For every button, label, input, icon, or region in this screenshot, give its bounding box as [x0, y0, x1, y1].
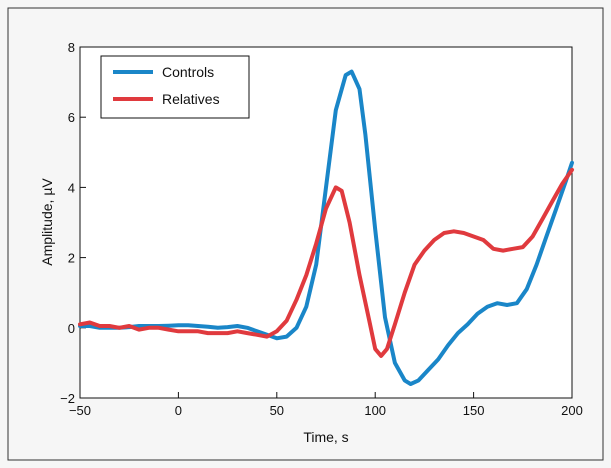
- x-tick-label: 100: [364, 403, 386, 418]
- x-tick-label: 150: [463, 403, 485, 418]
- y-axis-ticks: −2 0 2 4 6 8: [60, 40, 86, 406]
- x-tick-label: 0: [175, 403, 182, 418]
- x-axis-ticks: −50 0 50 100 150 200: [69, 392, 583, 418]
- legend-label-controls: Controls: [162, 64, 214, 80]
- legend: Controls Relatives: [100, 55, 250, 119]
- legend-label-relatives: Relatives: [162, 91, 220, 107]
- series-lines: [78, 69, 574, 386]
- x-tick-label: 200: [561, 403, 583, 418]
- x-axis-title: Time, s: [303, 429, 348, 445]
- y-tick-label: 2: [68, 251, 75, 266]
- series-line-relatives: [78, 167, 574, 358]
- legend-box: [100, 55, 250, 119]
- y-tick-label: 8: [68, 40, 75, 55]
- series-line-controls: [78, 69, 574, 386]
- y-axis-title: Amplitude, µV: [39, 178, 55, 266]
- y-tick-label: −2: [60, 391, 75, 406]
- y-tick-label: 6: [68, 110, 75, 125]
- x-tick-label: −50: [69, 403, 91, 418]
- y-tick-label: 0: [68, 321, 75, 336]
- x-tick-label: 50: [270, 403, 284, 418]
- y-tick-label: 4: [68, 180, 75, 195]
